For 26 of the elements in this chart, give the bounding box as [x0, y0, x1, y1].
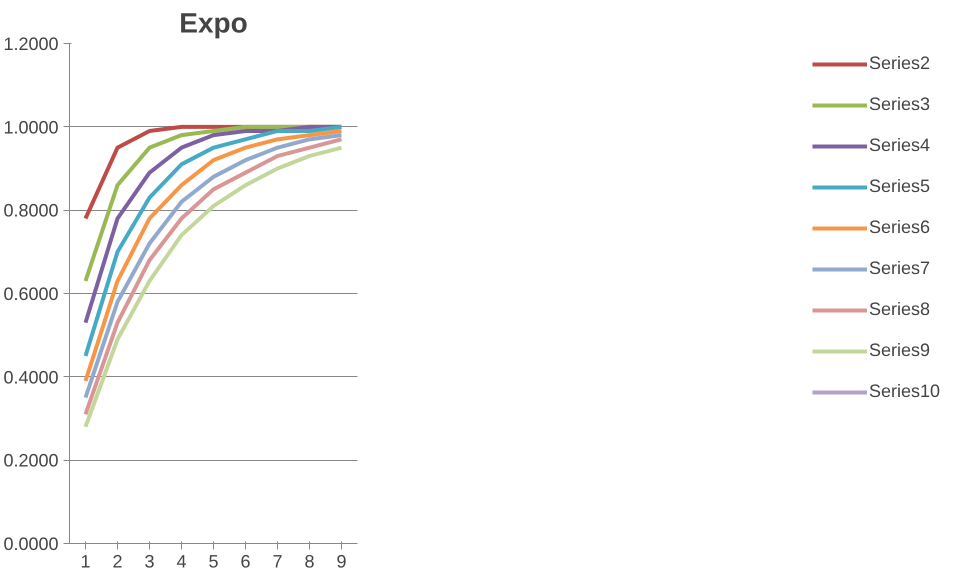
- x-tick-label: 9: [336, 552, 347, 572]
- x-tick-label: 2: [112, 552, 123, 572]
- x-tick-label: 6: [240, 552, 251, 572]
- y-tick-label: 0.4000: [3, 367, 59, 388]
- legend-label: Series2: [868, 53, 930, 74]
- x-tick-label: 5: [208, 552, 219, 572]
- y-tick-label: 0.8000: [3, 200, 59, 221]
- legend-label: Series10: [868, 381, 940, 402]
- y-tick-label: 1.0000: [3, 117, 59, 138]
- legend-label: Series4: [868, 135, 930, 156]
- x-tick-label: 3: [144, 552, 155, 572]
- legend-label: Series6: [868, 217, 930, 238]
- x-tick-label: 7: [272, 552, 283, 572]
- y-tick-label: 0.6000: [3, 284, 59, 304]
- y-tick-label: 0.2000: [3, 450, 59, 471]
- x-tick-label: 8: [304, 552, 315, 572]
- legend-label: Series8: [868, 299, 930, 320]
- legend-label: Series5: [868, 176, 930, 197]
- legend-label: Series9: [868, 340, 930, 361]
- y-tick-label: 0.0000: [3, 534, 59, 554]
- chart-title: Expo: [179, 8, 248, 38]
- y-tick-label: 1.2000: [3, 34, 59, 54]
- x-tick-label: 4: [176, 552, 187, 572]
- legend-label: Series7: [868, 258, 930, 279]
- x-tick-label: 1: [80, 552, 91, 572]
- legend-label: Series3: [868, 94, 930, 115]
